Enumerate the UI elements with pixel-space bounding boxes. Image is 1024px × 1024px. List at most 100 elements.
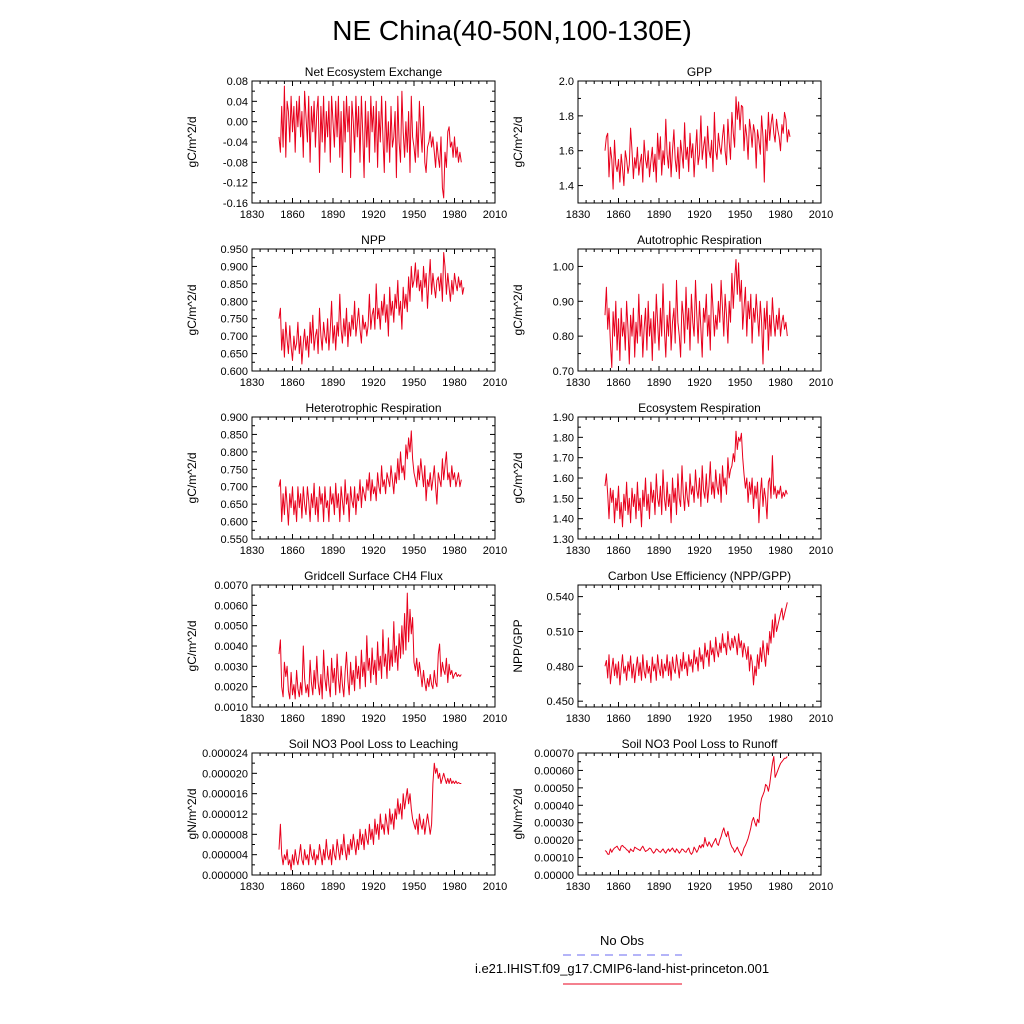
y-tick-label: 1.8 bbox=[559, 111, 574, 123]
y-tick-label: 0.00 bbox=[227, 117, 248, 129]
y-tick-label: 0.0010 bbox=[214, 702, 248, 714]
x-tick-label: 1860 bbox=[606, 209, 630, 221]
x-tick-label: 1980 bbox=[768, 881, 792, 893]
series-line bbox=[604, 430, 788, 528]
y-axis-label: gC/m^2/d bbox=[511, 117, 525, 168]
x-tick-label: 1860 bbox=[280, 209, 304, 221]
y-tick-label: 0.00060 bbox=[534, 765, 574, 777]
y-tick-label: 2.0 bbox=[559, 76, 574, 88]
x-tick-label: 1860 bbox=[606, 713, 630, 725]
y-tick-label: 0.08 bbox=[227, 76, 248, 88]
x-tick-label: 1980 bbox=[442, 881, 466, 893]
x-tick-label: 1950 bbox=[728, 209, 752, 221]
plot-frame bbox=[251, 80, 496, 204]
panels: Net Ecosystem Exchange gC/m^2/d 1830 1860 18… bbox=[185, 65, 833, 893]
series-line bbox=[604, 259, 788, 368]
panel-ecosystem-respiration: Ecosystem Respiration gC/m^2/d 1830 1860 189… bbox=[511, 401, 833, 557]
y-tick-label: 0.90 bbox=[553, 296, 574, 308]
series-line bbox=[604, 756, 788, 857]
y-tick-label: 0.00030 bbox=[534, 818, 574, 830]
x-tick-label: 1890 bbox=[321, 881, 345, 893]
y-tick-label: 0.0030 bbox=[214, 661, 248, 673]
series-line bbox=[278, 85, 462, 199]
y-tick-label: 0.950 bbox=[220, 244, 248, 256]
y-tick-label: 0.00050 bbox=[534, 783, 574, 795]
y-axis-label: gC/m^2/d bbox=[185, 453, 199, 504]
panel-title: Autotrophic Respiration bbox=[637, 233, 762, 247]
x-tick-label: 1890 bbox=[647, 377, 671, 389]
x-tick-label: 1890 bbox=[321, 209, 345, 221]
x-tick-label: 1890 bbox=[647, 881, 671, 893]
panel-soil-no3-pool-loss-to-leaching: Soil NO3 Pool Loss to Leaching gN/m^2/d 18… bbox=[185, 737, 507, 893]
x-tick-label: 1980 bbox=[442, 209, 466, 221]
y-tick-label: 1.30 bbox=[553, 534, 574, 546]
y-tick-label: 0.000004 bbox=[202, 850, 248, 862]
y-tick-label: 0.0050 bbox=[214, 621, 248, 633]
x-tick-label: 1830 bbox=[566, 713, 590, 725]
y-tick-label: 0.650 bbox=[220, 499, 248, 511]
x-tick-label: 1890 bbox=[321, 713, 345, 725]
x-tick-label: 2010 bbox=[483, 881, 507, 893]
x-tick-label: 1920 bbox=[687, 713, 711, 725]
y-tick-label: 0.700 bbox=[220, 482, 248, 494]
x-tick-label: 2010 bbox=[809, 881, 833, 893]
y-axis-label: gC/m^2/d bbox=[185, 117, 199, 168]
plot-frame bbox=[577, 752, 822, 876]
y-tick-label: 0.00010 bbox=[534, 853, 574, 865]
x-tick-label: 1860 bbox=[280, 545, 304, 557]
x-tick-label: 2010 bbox=[483, 713, 507, 725]
y-axis-label: gC/m^2/d bbox=[185, 285, 199, 336]
y-tick-label: 1.80 bbox=[553, 432, 574, 444]
x-tick-label: 1860 bbox=[280, 377, 304, 389]
x-tick-label: 1890 bbox=[321, 545, 345, 557]
legend-obs-label: No Obs bbox=[600, 933, 645, 948]
y-tick-label: -0.04 bbox=[223, 137, 248, 149]
x-tick-label: 1920 bbox=[687, 545, 711, 557]
x-tick-label: 1980 bbox=[768, 377, 792, 389]
x-tick-label: 1920 bbox=[361, 881, 385, 893]
x-tick-label: 1920 bbox=[687, 881, 711, 893]
panel-soil-no3-pool-loss-to-runoff: Soil NO3 Pool Loss to Runoff gN/m^2/d 1830… bbox=[511, 737, 833, 893]
y-tick-label: 1.50 bbox=[553, 493, 574, 505]
x-tick-label: 2010 bbox=[809, 377, 833, 389]
y-axis-label: gC/m^2/d bbox=[185, 621, 199, 672]
panel-title: Gridcell Surface CH4 Flux bbox=[304, 569, 443, 583]
y-tick-label: 0.0040 bbox=[214, 641, 248, 653]
y-tick-label: 1.70 bbox=[553, 453, 574, 465]
panel-title: Carbon Use Efficiency (NPP/GPP) bbox=[608, 569, 791, 583]
y-tick-label: 0.04 bbox=[227, 96, 248, 108]
x-tick-label: 2010 bbox=[809, 209, 833, 221]
y-tick-label: 0.480 bbox=[546, 661, 574, 673]
x-tick-label: 1830 bbox=[566, 881, 590, 893]
panel-title: GPP bbox=[687, 65, 712, 79]
y-tick-label: 0.700 bbox=[220, 331, 248, 343]
legend: No Obs i.e21.IHIST.f09_g17.CMIP6-land-hi… bbox=[475, 933, 769, 985]
x-tick-label: 1890 bbox=[647, 713, 671, 725]
x-tick-label: 1950 bbox=[728, 713, 752, 725]
panel-title: Soil NO3 Pool Loss to Runoff bbox=[622, 737, 779, 751]
x-tick-label: 1890 bbox=[647, 545, 671, 557]
y-tick-label: 1.4 bbox=[559, 181, 574, 193]
y-tick-label: 0.850 bbox=[220, 429, 248, 441]
panel-gridcell-surface-ch4-flux: Gridcell Surface CH4 Flux gC/m^2/d 1830 186… bbox=[185, 569, 507, 725]
series-line bbox=[278, 252, 465, 365]
y-tick-label: 0.0060 bbox=[214, 600, 248, 612]
y-tick-label: 0.000020 bbox=[202, 768, 248, 780]
panel-title: Heterotrophic Respiration bbox=[305, 401, 441, 415]
x-tick-label: 1980 bbox=[768, 209, 792, 221]
x-tick-label: 1980 bbox=[768, 545, 792, 557]
x-tick-label: 1980 bbox=[442, 545, 466, 557]
x-tick-label: 1830 bbox=[240, 209, 264, 221]
panel-carbon-use-efficiency-npp-gpp: Carbon Use Efficiency (NPP/GPP) NPP/GPP 18… bbox=[511, 569, 833, 725]
legend-model-label: i.e21.IHIST.f09_g17.CMIP6-land-hist-prin… bbox=[475, 961, 769, 976]
x-tick-label: 1980 bbox=[442, 713, 466, 725]
x-tick-label: 1950 bbox=[402, 545, 426, 557]
y-tick-label: 0.550 bbox=[220, 534, 248, 546]
x-tick-label: 1830 bbox=[240, 713, 264, 725]
x-tick-label: 1860 bbox=[606, 545, 630, 557]
x-tick-label: 1860 bbox=[280, 881, 304, 893]
y-tick-label: -0.12 bbox=[223, 178, 248, 190]
x-tick-label: 1830 bbox=[240, 545, 264, 557]
y-tick-label: 0.00040 bbox=[534, 800, 574, 812]
